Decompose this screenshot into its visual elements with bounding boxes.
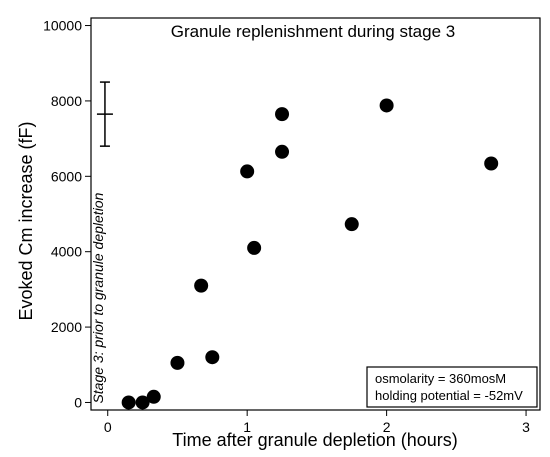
- data-point: [379, 98, 394, 113]
- x-axis-title: Time after granule depletion (hours): [172, 430, 457, 450]
- data-point: [146, 389, 161, 404]
- x-axis-ticks: 0 1 2 3: [104, 410, 530, 435]
- data-point: [484, 156, 499, 171]
- x-tick-label: 0: [104, 419, 112, 435]
- y-tick-label: 2000: [51, 319, 82, 335]
- y-axis-ticks: 0 2000 4000 6000 8000 10000: [43, 18, 91, 410]
- data-point: [344, 217, 359, 232]
- data-point: [135, 395, 150, 410]
- x-tick-label: 1: [243, 419, 251, 435]
- data-point: [121, 395, 136, 410]
- y-tick-label: 10000: [43, 18, 82, 34]
- legend-frame: [366, 366, 538, 408]
- y-tick-label: 0: [74, 394, 82, 410]
- data-point: [240, 164, 255, 179]
- plot-frame: [90, 17, 541, 411]
- data-point: [275, 107, 290, 122]
- y-axis-title: Evoked Cm increase (fF): [16, 121, 36, 320]
- y-tick-label: 6000: [51, 168, 82, 184]
- reference-error-bar: [96, 81, 113, 147]
- data-point: [247, 240, 262, 255]
- x-tick-label: 2: [383, 419, 391, 435]
- plot-area: [90, 17, 541, 411]
- data-points: [121, 98, 499, 410]
- legend-box: osmolarity = 360mosM holding potential =…: [366, 366, 538, 408]
- data-point: [194, 278, 209, 293]
- reference-annotation: Stage 3: prior to granule depletion: [90, 192, 106, 403]
- y-tick-label: 8000: [51, 93, 82, 109]
- data-point: [205, 350, 220, 365]
- y-tick-label: 4000: [51, 244, 82, 260]
- x-tick-label: 3: [522, 419, 530, 435]
- data-point: [170, 355, 185, 370]
- chart-title: Granule replenishment during stage 3: [171, 22, 455, 41]
- legend-holding-potential: holding potential = -52mV: [375, 388, 523, 403]
- legend-osmolarity: osmolarity = 360mosM: [375, 371, 506, 386]
- data-point: [275, 144, 290, 159]
